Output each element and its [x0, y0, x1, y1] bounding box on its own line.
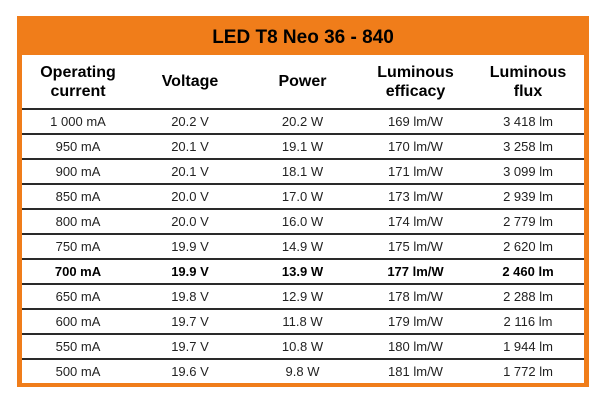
voltage-cell: 20.0 V [134, 209, 246, 235]
voltage-cell: 19.7 V [134, 309, 246, 335]
current-cell: 900 mA [22, 159, 134, 185]
flux-cell: 2 116 lm [472, 309, 584, 335]
flux-cell: 1 772 lm [503, 364, 553, 379]
current-cell: 950 mA [22, 134, 134, 160]
efficacy-cell: 175 lm/W [359, 234, 472, 260]
header-line: efficacy [385, 82, 446, 100]
table-row: 550 mA 19.7 V 10.8 W 180 lm/W 1 944 lm [22, 334, 584, 360]
table-row: 500 mA 19.6 V 9.8 W 181 lm/W 1 772 lm [22, 359, 584, 383]
header-luminous-flux: Luminous flux [472, 55, 584, 110]
current-cell: 650 mA [22, 284, 134, 310]
current-cell: 700 mA [22, 259, 134, 285]
header-line: Operating [40, 63, 116, 81]
flux-cell: 3 099 lm [472, 159, 584, 185]
table-row: 1 000 mA 20.2 V 20.2 W 169 lm/W 3 418 lm [22, 109, 584, 135]
table-row: 700 mA 19.9 V 13.9 W 177 lm/W 2 460 lm [22, 259, 584, 285]
voltage-cell: 19.8 V [134, 284, 246, 310]
current-cell: 500 mA [55, 364, 101, 379]
flux-cell: 2 620 lm [472, 234, 584, 260]
table-title: LED T8 Neo 36 - 840 [22, 21, 584, 55]
header-line: flux [513, 82, 543, 100]
efficacy-cell: 171 lm/W [359, 159, 472, 185]
power-cell: 12.9 W [246, 284, 359, 310]
voltage-cell: 20.2 V [134, 109, 246, 135]
flux-cell: 2 939 lm [472, 184, 584, 210]
current-cell: 750 mA [22, 234, 134, 260]
header-line: Luminous [377, 63, 454, 81]
power-cell: 11.8 W [246, 309, 359, 335]
header-line: current [50, 82, 106, 100]
header-row: Operating current Voltage Power Luminous… [22, 55, 584, 110]
voltage-cell: 19.9 V [134, 234, 246, 260]
spec-table-frame: LED T8 Neo 36 - 840 Operating current Vo… [17, 16, 589, 387]
header-line: Luminous [489, 63, 567, 81]
power-cell: 14.9 W [246, 234, 359, 260]
power-cell: 18.1 W [246, 159, 359, 185]
spec-table: Operating current Voltage Power Luminous… [22, 55, 584, 383]
flux-cell: 3 418 lm [472, 109, 584, 135]
table-row: 900 mA 20.1 V 18.1 W 171 lm/W 3 099 lm [22, 159, 584, 185]
power-cell: 9.8 W [285, 364, 320, 379]
flux-cell: 1 944 lm [472, 334, 584, 360]
voltage-cell: 19.6 V [171, 364, 209, 379]
table-row: 850 mA 20.0 V 17.0 W 173 lm/W 2 939 lm [22, 184, 584, 210]
header-line: Voltage [161, 73, 219, 90]
table-row: 800 mA 20.0 V 16.0 W 174 lm/W 2 779 lm [22, 209, 584, 235]
flux-cell: 2 460 lm [472, 259, 584, 285]
voltage-cell: 19.7 V [134, 334, 246, 360]
header-operating-current: Operating current [22, 55, 134, 110]
flux-cell: 2 779 lm [472, 209, 584, 235]
efficacy-cell: 170 lm/W [359, 134, 472, 160]
header-voltage: Voltage [134, 55, 246, 110]
voltage-cell: 20.1 V [134, 159, 246, 185]
current-cell: 800 mA [22, 209, 134, 235]
voltage-cell: 19.9 V [134, 259, 246, 285]
power-cell: 20.2 W [246, 109, 359, 135]
voltage-cell: 20.0 V [134, 184, 246, 210]
header-luminous-efficacy: Luminous efficacy [359, 55, 472, 110]
header-line: Power [278, 73, 327, 90]
efficacy-cell: 180 lm/W [359, 334, 472, 360]
current-cell: 850 mA [22, 184, 134, 210]
efficacy-cell: 174 lm/W [359, 209, 472, 235]
efficacy-cell: 178 lm/W [359, 284, 472, 310]
table-row: 650 mA 19.8 V 12.9 W 178 lm/W 2 288 lm [22, 284, 584, 310]
efficacy-cell: 181 lm/W [388, 364, 443, 379]
flux-cell: 2 288 lm [472, 284, 584, 310]
efficacy-cell: 179 lm/W [359, 309, 472, 335]
power-cell: 16.0 W [246, 209, 359, 235]
power-cell: 13.9 W [246, 259, 359, 285]
table-row: 750 mA 19.9 V 14.9 W 175 lm/W 2 620 lm [22, 234, 584, 260]
power-cell: 17.0 W [246, 184, 359, 210]
current-cell: 600 mA [22, 309, 134, 335]
efficacy-cell: 169 lm/W [359, 109, 472, 135]
current-cell: 1 000 mA [22, 109, 134, 135]
table-body: 1 000 mA 20.2 V 20.2 W 169 lm/W 3 418 lm 950 … [22, 109, 584, 383]
table-row: 950 mA 20.1 V 19.1 W 170 lm/W 3 258 lm [22, 134, 584, 160]
efficacy-cell: 173 lm/W [359, 184, 472, 210]
power-cell: 10.8 W [246, 334, 359, 360]
flux-cell: 3 258 lm [472, 134, 584, 160]
efficacy-cell: 177 lm/W [359, 259, 472, 285]
current-cell: 550 mA [22, 334, 134, 360]
table-row: 600 mA 19.7 V 11.8 W 179 lm/W 2 116 lm [22, 309, 584, 335]
power-cell: 19.1 W [246, 134, 359, 160]
voltage-cell: 20.1 V [134, 134, 246, 160]
header-power: Power [246, 55, 359, 110]
